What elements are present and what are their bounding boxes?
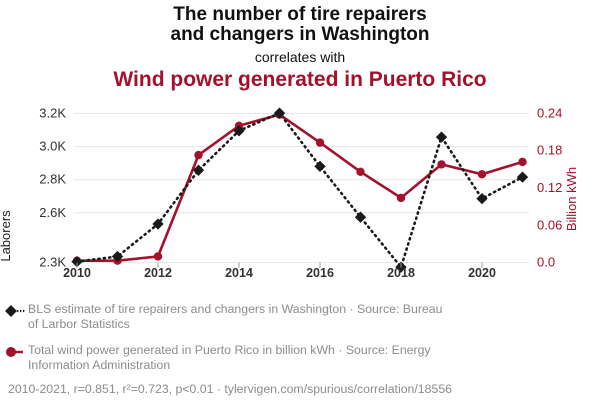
svg-text:0.18: 0.18 <box>537 143 562 158</box>
svg-text:2020: 2020 <box>468 266 496 280</box>
svg-text:Laborers: Laborers <box>0 210 13 262</box>
svg-text:3.0K: 3.0K <box>39 139 66 154</box>
svg-text:2014: 2014 <box>225 266 253 280</box>
svg-text:2.3K: 2.3K <box>39 255 66 270</box>
svg-text:2018: 2018 <box>387 266 415 280</box>
svg-text:2016: 2016 <box>306 266 334 280</box>
svg-text:2.6K: 2.6K <box>39 205 66 220</box>
svg-text:3.2K: 3.2K <box>39 105 66 120</box>
svg-text:2010: 2010 <box>63 266 91 280</box>
svg-text:0.24: 0.24 <box>537 105 562 120</box>
svg-text:2.8K: 2.8K <box>39 172 66 187</box>
svg-text:0.06: 0.06 <box>537 217 562 232</box>
svg-text:Billion kWh: Billion kWh <box>564 167 579 231</box>
svg-text:0.12: 0.12 <box>537 180 562 195</box>
svg-text:0.0: 0.0 <box>537 255 555 270</box>
svg-text:2012: 2012 <box>144 266 172 280</box>
